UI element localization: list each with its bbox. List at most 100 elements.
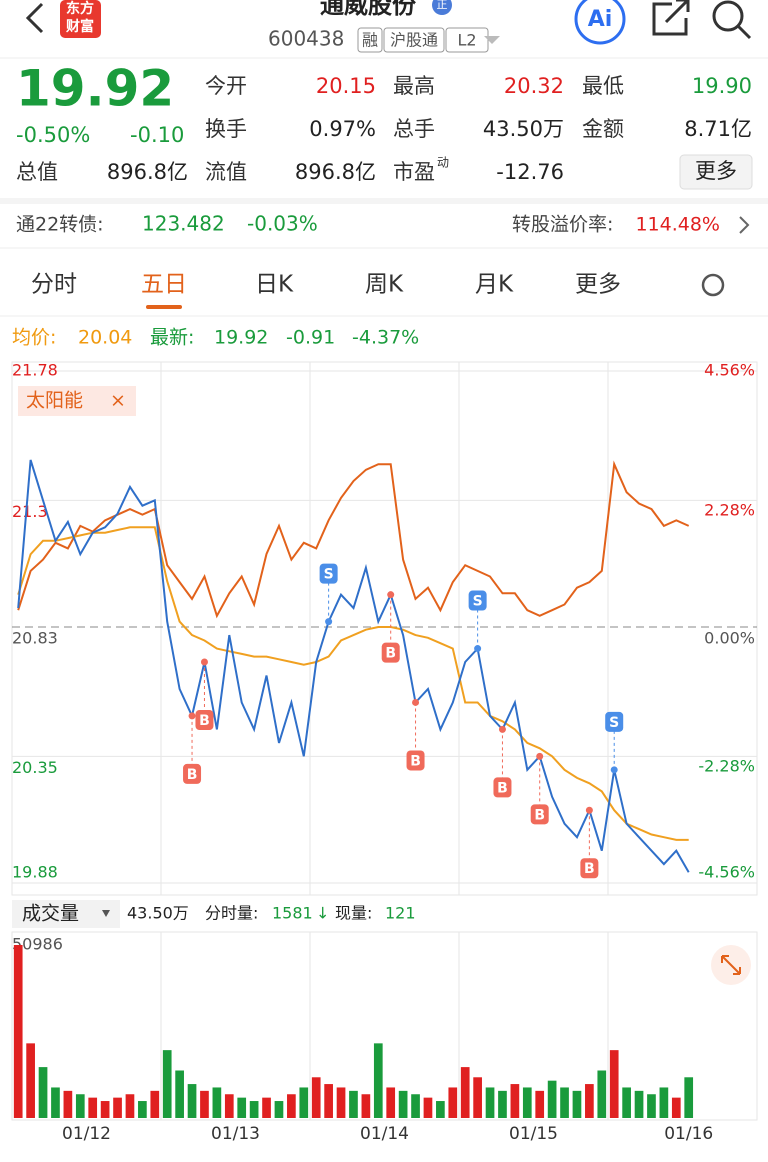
ai-text: Ai — [588, 7, 613, 32]
arrow: ↓ — [316, 904, 329, 923]
premium-label: 转股溢价率: — [512, 214, 613, 236]
volume-bar — [659, 1087, 669, 1118]
premium: 114.48% — [635, 214, 720, 236]
field-value: 896.8亿 — [107, 160, 188, 184]
volume-bar — [113, 1097, 122, 1118]
logo — [60, 0, 101, 38]
trade-box[interactable] — [580, 858, 599, 879]
ai-button[interactable] — [574, 0, 626, 45]
volume-bar — [535, 1090, 545, 1118]
volume-bar — [100, 1101, 110, 1118]
settings-button[interactable] — [701, 273, 725, 297]
volume-bar — [13, 945, 23, 1118]
now-volume: 121 — [385, 904, 416, 923]
trade-dot — [585, 806, 593, 814]
volume-bar — [237, 1097, 247, 1118]
trade-box[interactable] — [530, 804, 549, 825]
tab-underline — [146, 305, 182, 309]
y2-tick-label: 0.00% — [704, 629, 755, 648]
dropdown — [102, 910, 110, 917]
volume-bar — [398, 1090, 408, 1118]
volume-bar — [162, 1050, 172, 1118]
badge — [432, 0, 452, 15]
volume-bar — [249, 1101, 259, 1118]
logo-text: 东方 — [66, 0, 94, 17]
volume-bar — [224, 1094, 234, 1118]
change-pct: -0.50% — [16, 123, 90, 147]
trade-dot — [498, 725, 506, 733]
price: 19.92 — [16, 60, 174, 118]
x-tick-label: 01/13 — [211, 1124, 260, 1144]
volume-bar — [572, 1090, 582, 1118]
volume-bar — [411, 1094, 420, 1118]
trade-box[interactable] — [319, 563, 338, 584]
close-icon[interactable]: × — [110, 390, 126, 412]
field-label: 总手 — [393, 117, 435, 141]
trade-box[interactable] — [468, 590, 487, 611]
chart-frame — [11, 361, 758, 896]
tab[interactable]: 分时 — [31, 272, 77, 298]
last-label: 最新: — [150, 327, 194, 349]
field-label: 今开 — [205, 74, 247, 98]
tab[interactable]: 周K — [365, 272, 404, 298]
trade-label: B — [584, 861, 595, 877]
volume-bar — [361, 1094, 371, 1118]
tag-text: 融 — [362, 31, 378, 50]
trade-box[interactable] — [195, 710, 214, 731]
stock-name: 通威股份 — [320, 0, 417, 19]
tag-text: 沪股通 — [390, 31, 438, 50]
field-label: 最低 — [582, 74, 624, 98]
volume-bar — [349, 1090, 358, 1118]
avg-label: 均价: — [12, 327, 56, 349]
trade-box[interactable] — [381, 642, 400, 663]
trade-box[interactable] — [183, 763, 202, 784]
quote-fields: 今开 20.15 最高 20.32 最低 19.90 换手 0.97% 总手 43.50万 金额 8.… — [16, 74, 752, 184]
chevron[interactable] — [739, 216, 750, 234]
divider — [0, 198, 768, 204]
back-button[interactable] — [25, 2, 44, 34]
volume-bar — [684, 1077, 694, 1118]
trade-box[interactable] — [605, 711, 624, 732]
trade-box[interactable] — [406, 750, 425, 771]
tab[interactable]: 五日 — [141, 272, 187, 298]
field-value: 19.90 — [692, 74, 752, 98]
tab[interactable]: 月K — [475, 272, 514, 298]
volume-tick-label: 50986 — [12, 935, 63, 954]
volume-bar — [448, 1087, 458, 1118]
dropdown[interactable] — [484, 36, 500, 44]
x-tick-label: 01/15 — [509, 1124, 558, 1144]
y-tick-label: 21.3 — [12, 502, 48, 521]
bond-price: 123.482 — [142, 212, 225, 236]
trade-dot — [200, 658, 208, 666]
trade-dot — [387, 591, 395, 599]
y2-tick-label: -4.56% — [698, 863, 755, 882]
trade-label: B — [497, 780, 508, 796]
field-value: 8.71亿 — [684, 117, 752, 141]
x-tick-label: 01/16 — [664, 1124, 713, 1144]
volume-bar — [88, 1097, 98, 1118]
y-tick-label: 20.83 — [12, 629, 58, 648]
tick-volume: 1581 — [272, 904, 313, 923]
volume-bar — [473, 1077, 482, 1118]
share-button[interactable] — [652, 0, 690, 36]
volume-bar — [299, 1087, 309, 1118]
volume-bar — [609, 1050, 619, 1118]
volume-bar — [373, 1043, 383, 1118]
volume-bar — [671, 1097, 681, 1118]
sector-tag-text: 太阳能 — [26, 390, 83, 412]
sector-tag[interactable] — [18, 386, 136, 416]
trade-dot — [474, 645, 482, 653]
field-label: 市盈 — [393, 160, 435, 184]
tab[interactable]: 更多 — [575, 272, 621, 298]
volume-selector[interactable] — [12, 900, 120, 928]
trade-label: B — [534, 807, 545, 823]
search-button[interactable] — [712, 0, 744, 32]
y2-tick-label: -2.28% — [698, 757, 755, 776]
trade-box[interactable] — [493, 777, 512, 798]
volume-bar — [175, 1070, 184, 1118]
trade-label: B — [199, 713, 210, 729]
field-value: 20.15 — [316, 74, 376, 98]
tab[interactable]: 日K — [255, 272, 294, 298]
y-tick-label: 21.78 — [12, 361, 58, 380]
more-button[interactable] — [679, 154, 753, 190]
